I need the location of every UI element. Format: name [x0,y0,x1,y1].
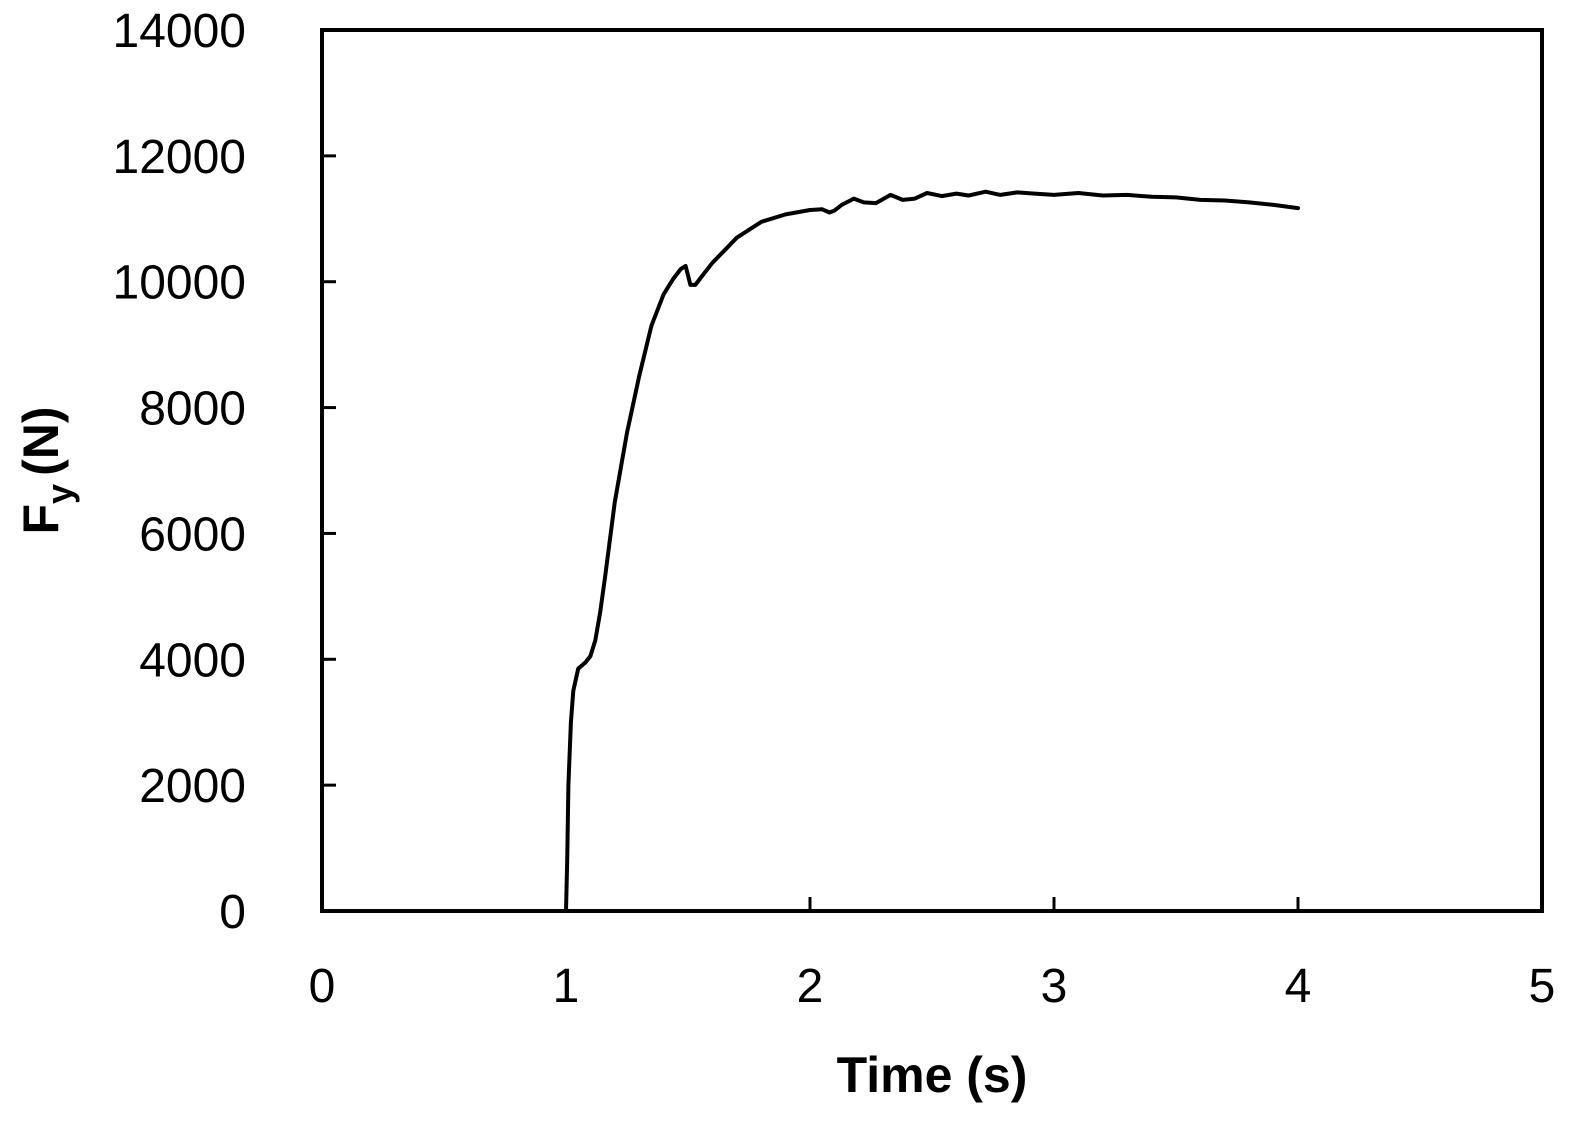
y-tick-label: 6000 [139,508,246,561]
y-tick-label: 14000 [113,5,246,58]
y-axis-title-subscript: y [39,484,80,504]
series-line [320,189,1300,913]
ticks-layer [322,154,1300,911]
tick-labels-layer: 0 2000 4000 6000 8000 10000 12000 14000 0 1 2 3 4 5 [113,5,1556,1013]
y-tick-label: 2000 [139,760,246,813]
x-tick-label: 0 [309,960,336,1013]
y-tick-label: 8000 [139,383,246,436]
y-axis-title: Fy (N) [13,407,80,535]
y-tick-label: 12000 [113,131,246,184]
x-tick-label: 4 [1285,960,1312,1013]
plot-area-frame [320,28,1544,913]
y-tick-label: 10000 [113,257,246,310]
x-tick-label: 1 [553,960,580,1013]
x-axis-title: Time (s) [837,1047,1028,1103]
x-tick-label: 5 [1529,960,1556,1013]
x-tick-label: 2 [797,960,824,1013]
y-axis-title-main: F [13,504,69,535]
y-tick-label: 0 [219,886,246,939]
y-axis-title-unit: (N) [13,407,69,476]
x-tick-label: 3 [1041,960,1068,1013]
y-tick-label: 4000 [139,634,246,687]
